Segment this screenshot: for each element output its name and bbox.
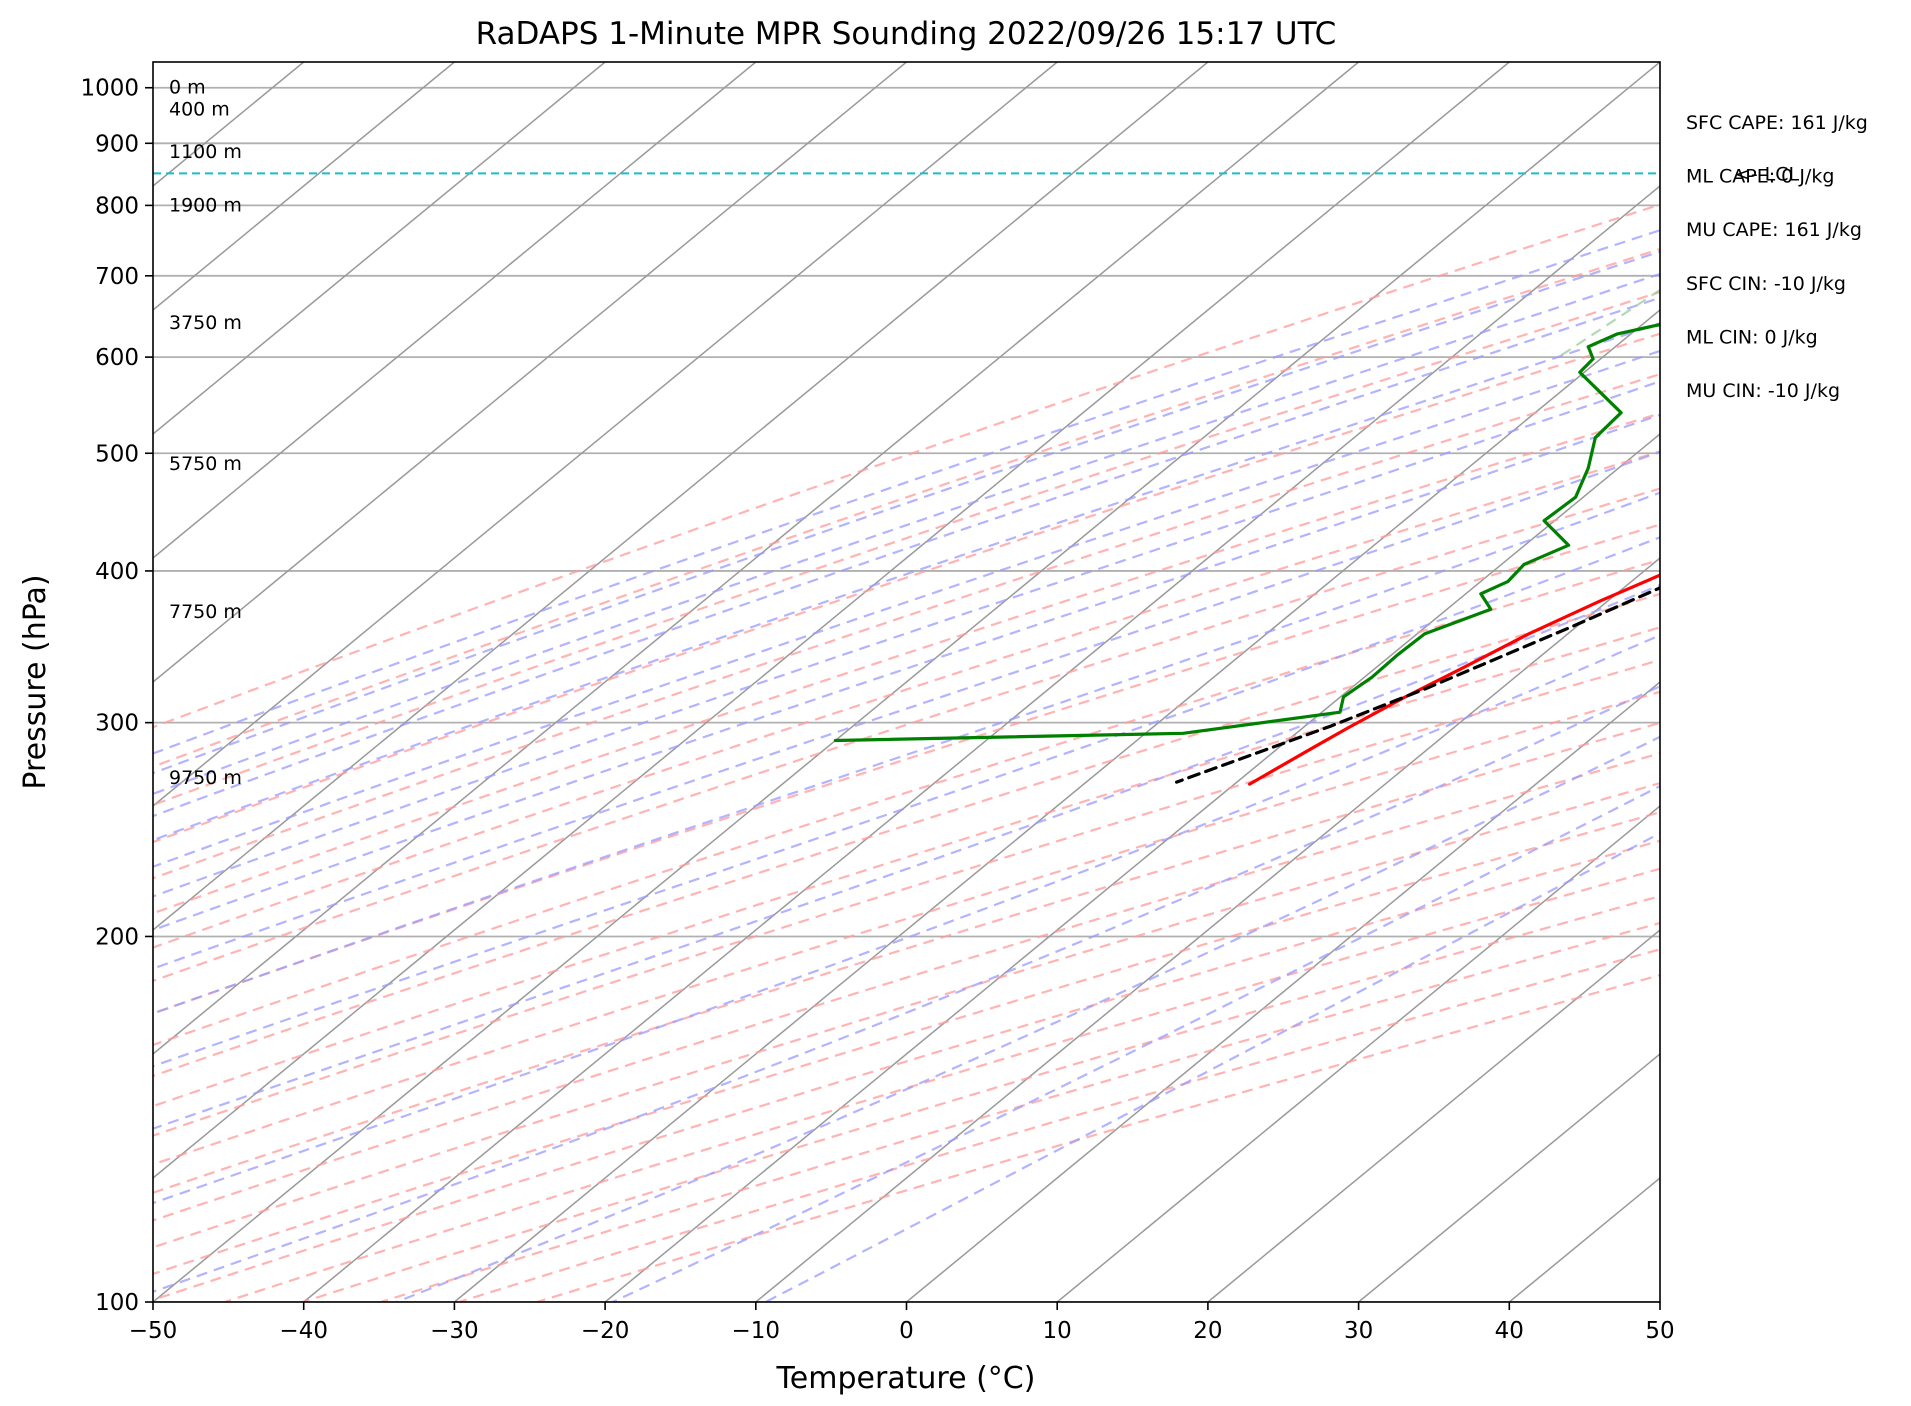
y-tick-label: 700 — [95, 264, 139, 290]
stat-label: MU CIN: -10 J/kg — [1686, 380, 1840, 402]
chart-title: RaDAPS 1-Minute MPR Sounding 2022/09/26 … — [476, 16, 1337, 52]
lcl-label: <--LCL — [1735, 163, 1799, 185]
x-tick-label: 10 — [1043, 1318, 1072, 1344]
isotherm-line — [153, 62, 455, 311]
series-dewpoint-line — [833, 322, 1660, 743]
height-label: 1900 m — [169, 194, 242, 216]
x-tick-label: −50 — [129, 1318, 178, 1344]
stat-label: ML CAPE: 0 J/kg — [1686, 166, 1834, 188]
x-tick-label: 0 — [899, 1318, 914, 1344]
dry-adiabat-line — [153, 752, 1660, 1222]
moist-adiabat-line — [153, 685, 1660, 1293]
x-axis-ticks: −50 −40 −30 −20 −10 0 10 20 30 40 50 — [129, 1302, 1675, 1344]
isotherm-line — [1358, 1053, 1660, 1302]
pressure-gridlines — [153, 86, 1660, 1302]
y-tick-label: 300 — [95, 711, 139, 737]
x-tick-label: 20 — [1193, 1318, 1222, 1344]
moist-adiabat-line — [153, 296, 1660, 818]
y-axis-ticks: 100 200 300 400 500 600 700 800 900 1000 — [80, 76, 153, 1316]
moist-adiabat-line — [153, 272, 1660, 796]
height-label: 400 m — [169, 98, 230, 120]
stat-label: MU CAPE: 161 J/kg — [1686, 219, 1862, 241]
height-label: 9750 m — [169, 767, 242, 789]
dry-adiabat-line — [153, 487, 1660, 983]
moist-adiabat-line — [153, 413, 1660, 932]
y-tick-label: 500 — [95, 441, 139, 467]
dry-adiabat-line — [153, 290, 1660, 807]
isotherm-line — [153, 62, 606, 435]
isotherm-line — [153, 62, 1660, 1302]
height-label: 1100 m — [169, 141, 242, 163]
y-tick-label: 400 — [95, 559, 139, 585]
dry-adiabat-line — [153, 372, 1660, 880]
y-tick-label: 100 — [95, 1290, 139, 1316]
moist-adiabat-line — [153, 583, 1660, 1130]
x-axis-label: Temperature (°C) — [776, 1361, 1036, 1396]
x-tick-label: −40 — [279, 1318, 328, 1344]
dry-adiabat-line — [153, 658, 1660, 1137]
stat-label: ML CIN: 0 J/kg — [1686, 326, 1818, 348]
y-axis-label: Pressure (hPa) — [18, 574, 53, 789]
stats-panel: SFC CAPE: 161 J/kg ML CAPE: 0 J/kg MU CAPE… — [1686, 112, 1868, 402]
moist-adiabat-line — [612, 784, 1660, 1302]
x-tick-label: 30 — [1344, 1318, 1373, 1344]
x-tick-label: −10 — [732, 1318, 781, 1344]
series-temperature-line — [1247, 573, 1660, 786]
dry-adiabat-line — [153, 523, 1660, 1015]
dry-adiabat-line — [153, 626, 1660, 1108]
sounding-series — [833, 322, 1660, 786]
x-tick-label: −30 — [430, 1318, 479, 1344]
y-tick-label: 200 — [95, 924, 139, 950]
y-tick-label: 800 — [95, 193, 139, 219]
height-label: 5750 m — [169, 453, 242, 475]
moist-adiabat-line — [153, 322, 1660, 842]
isotherm-line — [153, 62, 907, 683]
height-labels: 9750 m 7750 m 5750 m 3750 m 1900 m 1100 m 400 … — [169, 77, 242, 789]
isotherm-line — [153, 62, 1058, 807]
isotherm-line — [153, 62, 1360, 1055]
stat-label: SFC CIN: -10 J/kg — [1686, 273, 1846, 295]
y-tick-label: 900 — [95, 131, 139, 157]
height-label: 7750 m — [169, 601, 242, 623]
moist-adiabat-line — [153, 349, 1660, 868]
isotherm-line — [303, 185, 1660, 1302]
isotherm-line — [1207, 929, 1660, 1302]
mixing-ratio-lines — [1557, 288, 1660, 359]
x-tick-label: −20 — [581, 1318, 630, 1344]
y-tick-label: 1000 — [80, 76, 139, 102]
height-label: 3750 m — [169, 312, 242, 334]
isotherm-line — [906, 681, 1660, 1302]
isotherm-line — [153, 62, 1209, 931]
dry-adiabat-line — [153, 412, 1660, 915]
stat-label: SFC CAPE: 161 J/kg — [1686, 112, 1868, 134]
isotherm-line — [153, 62, 757, 559]
x-tick-label: 40 — [1495, 1318, 1524, 1344]
dry-adiabat-lines — [153, 203, 1660, 1302]
isotherm-line — [755, 557, 1660, 1302]
moist-adiabat-line — [153, 250, 1660, 775]
isotherm-line — [153, 62, 1510, 1179]
moist-adiabat-line — [153, 380, 1660, 898]
x-tick-label: 50 — [1645, 1318, 1674, 1344]
y-tick-label: 600 — [95, 345, 139, 371]
mixing-ratio-line — [1557, 288, 1660, 359]
moist-adiabat-line — [153, 229, 1660, 755]
dry-adiabat-line — [153, 247, 1660, 768]
moist-adiabat-lines — [153, 229, 1660, 1302]
dry-adiabat-line — [153, 332, 1660, 844]
isotherm-line — [604, 433, 1660, 1302]
dry-adiabat-line — [153, 721, 1660, 1194]
isotherm-lines — [153, 62, 1660, 1302]
isotherm-line — [1056, 805, 1660, 1302]
height-label: 0 m — [169, 77, 206, 99]
moist-adiabat-line — [396, 735, 1660, 1302]
